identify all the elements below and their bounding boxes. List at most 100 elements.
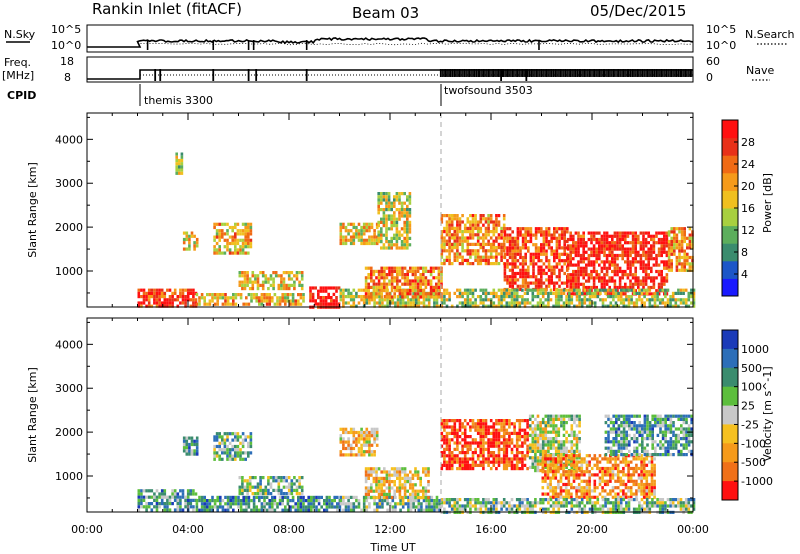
data-cell (534, 443, 537, 447)
data-cell (247, 444, 250, 449)
data-cell (311, 299, 315, 303)
data-cell (495, 258, 498, 262)
data-cell (272, 280, 275, 284)
data-cell (192, 505, 195, 509)
data-cell (412, 298, 415, 302)
data-cell (592, 253, 596, 258)
data-cell (567, 414, 571, 418)
data-cell (627, 304, 631, 308)
data-cell (416, 492, 420, 496)
data-cell (385, 273, 389, 277)
data-cell (440, 262, 444, 266)
data-cell (378, 304, 382, 308)
data-cell (549, 291, 553, 295)
data-cell (443, 438, 446, 442)
data-cell (396, 266, 399, 270)
data-cell (544, 304, 548, 308)
data-cell (448, 262, 451, 266)
data-cell (532, 265, 535, 269)
data-cell (422, 273, 425, 277)
data-cell (398, 273, 402, 277)
data-cell (458, 291, 462, 295)
data-cell (680, 265, 684, 269)
data-cell (419, 496, 422, 500)
data-cell (622, 492, 625, 496)
data-cell (223, 232, 227, 236)
data-cell (593, 495, 597, 499)
data-cell (503, 230, 507, 234)
data-cell (231, 251, 234, 255)
data-cell (550, 268, 553, 272)
data-cell (268, 508, 271, 512)
data-cell (320, 505, 323, 509)
data-cell (368, 440, 371, 444)
data-cell (448, 463, 451, 467)
data-cell (355, 225, 358, 230)
data-cell (432, 269, 435, 273)
data-cell (211, 293, 214, 297)
data-cell (558, 252, 561, 256)
data-cell (336, 495, 339, 499)
data-cell (476, 233, 480, 237)
data-cell (377, 492, 381, 496)
data-cell (544, 424, 548, 428)
data-cell (344, 235, 348, 239)
data-cell (688, 246, 692, 250)
data-cell (583, 473, 586, 477)
data-cell (487, 220, 490, 224)
data-cell (272, 271, 275, 275)
data-cell (349, 298, 353, 302)
data-cell (463, 451, 467, 455)
data-cell (529, 259, 533, 263)
data-cell (608, 234, 611, 238)
data-cell (616, 257, 619, 261)
data-cell (616, 231, 619, 235)
data-cell (560, 236, 564, 240)
data-cell (629, 476, 633, 480)
data-cell (572, 476, 576, 480)
data-cell (521, 298, 524, 302)
data-cell (158, 288, 161, 292)
data-cell (519, 287, 522, 292)
data-cell (536, 449, 540, 453)
data-cell (367, 289, 370, 293)
data-cell (213, 225, 216, 230)
data-cell (577, 482, 581, 487)
data-cell (362, 229, 366, 233)
data-cell (554, 486, 558, 490)
data-cell (624, 253, 627, 258)
data-cell (613, 234, 617, 238)
data-cell (403, 470, 407, 474)
data-cell (403, 243, 406, 247)
data-cell (364, 276, 368, 280)
data-cell (370, 235, 374, 239)
data-cell (158, 295, 161, 299)
data-cell (469, 242, 472, 246)
data-cell (484, 233, 488, 237)
data-cell (433, 499, 436, 503)
data-cell (271, 495, 274, 499)
data-cell (160, 291, 164, 295)
data-cell (611, 263, 614, 267)
data-cell (629, 479, 633, 483)
data-cell (414, 285, 417, 289)
data-cell (611, 269, 614, 274)
data-cell (578, 304, 581, 308)
data-cell (479, 236, 483, 240)
data-cell (500, 291, 503, 295)
data-cell (545, 252, 548, 256)
data-cell (665, 273, 669, 277)
data-cell (245, 302, 248, 306)
data-cell (508, 227, 512, 231)
data-cell (531, 433, 535, 437)
data-cell (523, 301, 527, 305)
data-cell (380, 483, 383, 487)
data-cell (215, 222, 219, 226)
data-cell (443, 258, 446, 262)
data-cell (466, 460, 470, 464)
data-cell (557, 462, 561, 466)
data-cell (322, 296, 325, 300)
data-cell (484, 242, 488, 246)
data-cell (425, 505, 428, 509)
data-cell (414, 505, 418, 509)
